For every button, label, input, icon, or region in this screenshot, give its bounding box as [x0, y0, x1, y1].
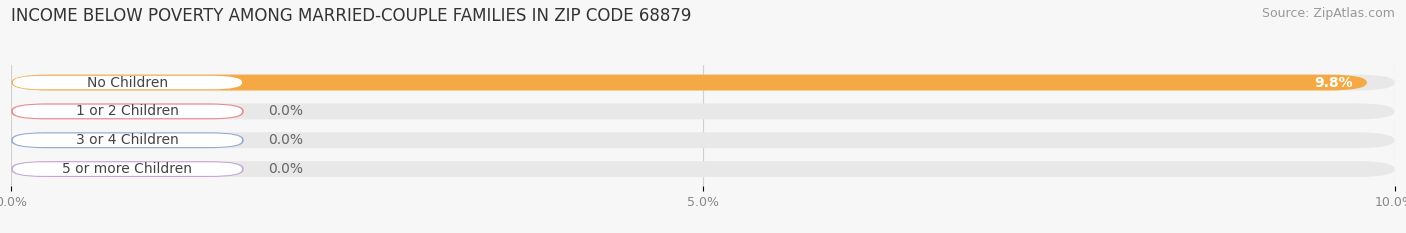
FancyBboxPatch shape: [11, 132, 243, 148]
FancyBboxPatch shape: [11, 103, 243, 119]
Text: Source: ZipAtlas.com: Source: ZipAtlas.com: [1261, 7, 1395, 20]
FancyBboxPatch shape: [11, 75, 1395, 90]
Text: 3 or 4 Children: 3 or 4 Children: [76, 133, 179, 147]
Text: INCOME BELOW POVERTY AMONG MARRIED-COUPLE FAMILIES IN ZIP CODE 68879: INCOME BELOW POVERTY AMONG MARRIED-COUPL…: [11, 7, 692, 25]
FancyBboxPatch shape: [13, 76, 242, 89]
FancyBboxPatch shape: [13, 105, 242, 118]
Text: 5 or more Children: 5 or more Children: [62, 162, 193, 176]
Text: 0.0%: 0.0%: [269, 133, 304, 147]
FancyBboxPatch shape: [11, 161, 243, 177]
Text: 1 or 2 Children: 1 or 2 Children: [76, 104, 179, 118]
FancyBboxPatch shape: [13, 134, 242, 147]
Text: 9.8%: 9.8%: [1315, 75, 1353, 89]
Text: 0.0%: 0.0%: [269, 162, 304, 176]
FancyBboxPatch shape: [13, 162, 242, 176]
FancyBboxPatch shape: [11, 103, 1395, 119]
FancyBboxPatch shape: [11, 161, 1395, 177]
Text: No Children: No Children: [87, 75, 169, 89]
FancyBboxPatch shape: [11, 132, 1395, 148]
Text: 0.0%: 0.0%: [269, 104, 304, 118]
FancyBboxPatch shape: [11, 75, 1367, 90]
